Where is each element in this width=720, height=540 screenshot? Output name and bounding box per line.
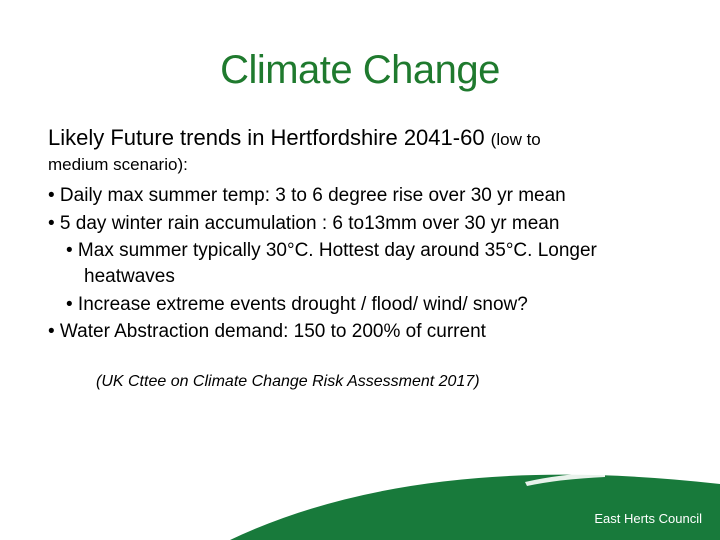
page-title: Climate Change (0, 0, 720, 93)
subtitle-main: Likely Future trends in Hertfordshire 20… (48, 125, 491, 150)
bullet-item: • Max summer typically 30°C. Hottest day… (48, 238, 672, 289)
subtitle-paren: (low to (491, 130, 541, 149)
bullet-item: • Increase extreme events drought / floo… (48, 292, 672, 318)
scenario-line: medium scenario): (48, 155, 672, 175)
bullet-item: • 5 day winter rain accumulation : 6 to1… (48, 211, 672, 237)
bullet-item: • Water Abstraction demand: 150 to 200% … (48, 319, 672, 345)
footer-brand-shape: East Herts Council (0, 468, 720, 540)
bullet-item: • Daily max summer temp: 3 to 6 degree r… (48, 183, 672, 209)
bullet-list: • Daily max summer temp: 3 to 6 degree r… (48, 183, 672, 345)
content-block: Likely Future trends in Hertfordshire 20… (0, 93, 720, 391)
footer-curve (230, 475, 720, 540)
slide: Climate Change Likely Future trends in H… (0, 0, 720, 540)
subtitle-line: Likely Future trends in Hertfordshire 20… (48, 125, 672, 151)
footer-label: East Herts Council (594, 511, 702, 526)
source-citation: (UK Cttee on Climate Change Risk Assessm… (48, 373, 672, 391)
